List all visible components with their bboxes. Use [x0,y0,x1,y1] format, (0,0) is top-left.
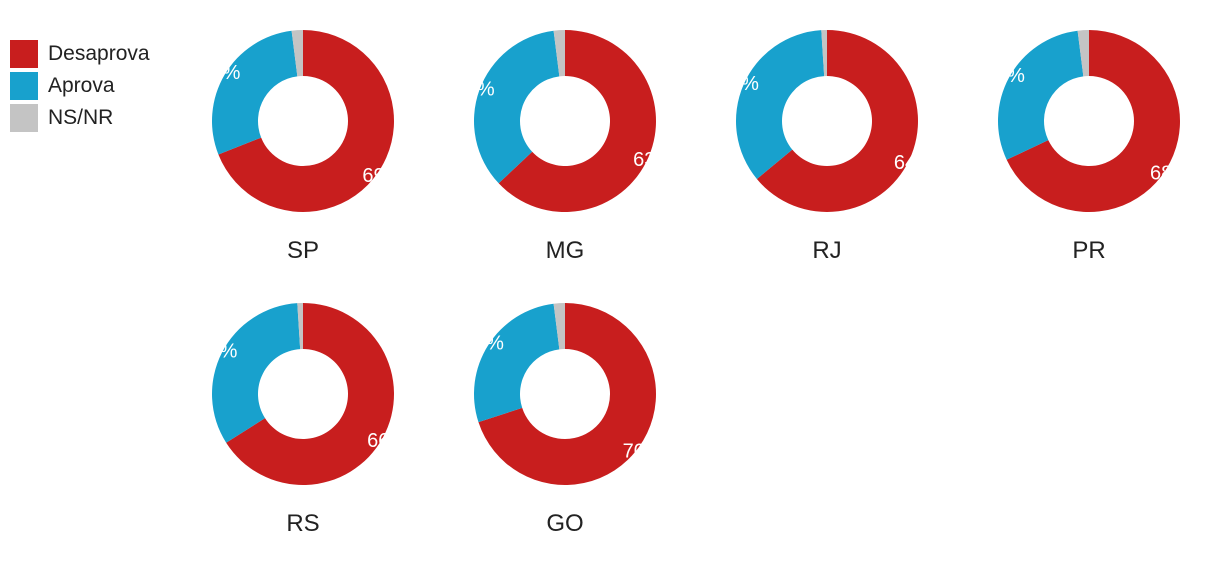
state-label-pr: PR [1072,237,1105,264]
slice-sp-nsnr [291,30,303,77]
state-label-mg: MG [546,237,585,264]
state-label-rs: RS [286,510,319,537]
legend-swatch-aprova [10,72,38,100]
donut-sp: 69% 29% SP [200,30,403,264]
legend-label-nsnr: NS/NR [48,106,114,129]
legend-item-desaprova: Desaprova [10,38,150,70]
slice-pr-nsnr [1077,30,1089,77]
legend-swatch-desaprova [10,40,38,68]
slice-label-mg-desaprova: 63% [633,149,673,171]
state-label-sp: SP [287,237,319,264]
legend-label-desaprova: Desaprova [48,42,150,65]
slice-go-aprova [474,303,560,423]
slice-rs-nsnr [297,303,303,350]
slice-go-nsnr [553,303,565,350]
slice-mg-desaprova [498,30,656,213]
state-label-rj: RJ [812,237,841,264]
donut-rj: 64% 35% RJ [719,30,934,264]
legend: Desaprova Aprova NS/NR [10,38,150,134]
slice-sp-desaprova [218,30,394,212]
slice-mg-aprova [473,30,560,184]
slice-label-rj-desaprova: 64% [894,152,934,174]
slice-label-rj-aprova: 35% [719,73,759,95]
slice-go-desaprova [478,303,656,486]
slice-label-rs-desaprova: 66% [367,430,407,452]
state-label-go: GO [546,510,583,537]
legend-item-nsnr: NS/NR [10,102,150,134]
donut-rs: 66% 33% RS [197,303,407,537]
slice-label-sp-aprova: 29% [200,62,240,84]
slice-rs-desaprova [226,303,394,485]
slice-label-pr-desaprova: 68% [1150,162,1190,184]
slice-pr-desaprova [1006,30,1180,212]
slice-rs-aprova [212,303,301,443]
slice-rj-aprova [736,30,825,180]
legend-item-aprova: Aprova [10,70,150,102]
donut-pr: 68% 30% PR [985,30,1190,264]
slice-label-rs-aprova: 33% [197,340,237,362]
slice-label-go-aprova: 28% [464,333,504,355]
slice-mg-nsnr [553,30,565,77]
slice-label-pr-aprova: 30% [985,65,1025,87]
slice-label-go-desaprova: 70% [623,440,663,462]
donut-mg: 63% 35% MG [455,30,673,264]
slice-sp-aprova [212,30,298,155]
slice-rj-nsnr [821,30,827,77]
slice-label-mg-aprova: 35% [455,78,495,100]
legend-label-aprova: Aprova [48,74,115,97]
legend-swatch-nsnr [10,104,38,132]
slice-pr-aprova [998,30,1084,160]
slice-label-sp-desaprova: 69% [362,165,402,187]
slice-rj-desaprova [756,30,918,213]
donut-go: 70% 28% GO [464,303,663,537]
